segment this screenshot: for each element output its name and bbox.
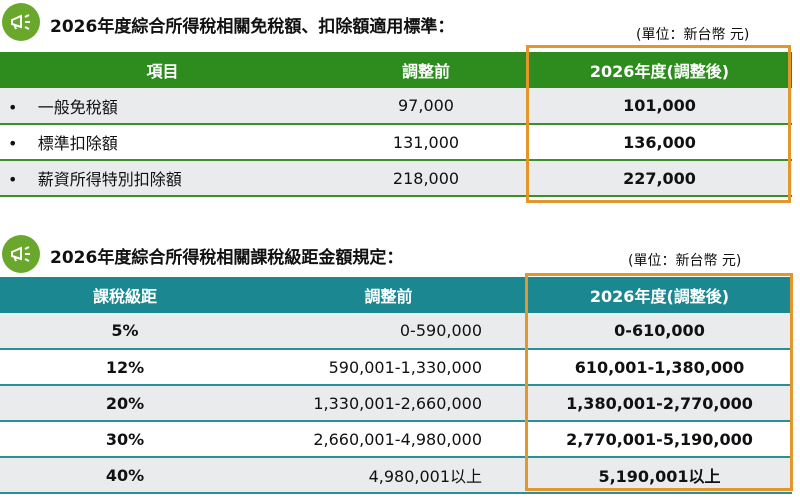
rate-value: 5% bbox=[0, 313, 250, 350]
table-row: 5% 0-590,000 0-610,000 bbox=[0, 313, 792, 350]
table-row: • 一般免稅額 97,000 101,000 bbox=[0, 88, 792, 125]
highlight-box bbox=[526, 45, 791, 203]
section1-unit: (單位：新台幣 元) bbox=[636, 27, 750, 43]
exemption-table: 項目 調整前 2026年度(調整後) • 一般免稅額 97,000 101,000 • … bbox=[0, 52, 792, 197]
before-value: 131,000 bbox=[325, 124, 527, 161]
header-after: 2026年度(調整後) bbox=[527, 52, 792, 88]
item-label: 薪資所得特別扣除額 bbox=[37, 170, 182, 189]
after-value: 136,000 bbox=[527, 124, 792, 161]
megaphone-icon bbox=[2, 3, 40, 41]
after-value: 227,000 bbox=[527, 160, 792, 197]
before-value: 2,660,001-4,980,000 bbox=[250, 421, 527, 458]
header-rate: 課稅級距 bbox=[0, 277, 250, 313]
item-label: 標準扣除額 bbox=[37, 134, 118, 153]
before-value: 97,000 bbox=[325, 88, 527, 125]
bracket-table: 課稅級距 調整前 2026年度(調整後) 5% 0-590,000 0-610,000 … bbox=[0, 277, 792, 494]
after-value: 1,380,001-2,770,000 bbox=[527, 385, 792, 422]
after-value: 5,190,001以上 bbox=[527, 457, 792, 494]
before-value: 1,330,001-2,660,000 bbox=[250, 385, 527, 422]
after-value: 610,001-1,380,000 bbox=[527, 349, 792, 386]
before-value: 0-590,000 bbox=[250, 313, 527, 350]
before-value: 218,000 bbox=[325, 160, 527, 197]
after-value: 0-610,000 bbox=[527, 313, 792, 350]
rate-value: 40% bbox=[0, 457, 250, 494]
section2-unit: (單位：新台幣 元) bbox=[628, 253, 742, 269]
rate-value: 12% bbox=[0, 349, 250, 386]
table-row: 40% 4,980,001以上 5,190,001以上 bbox=[0, 457, 792, 494]
section1-title: 2026年度綜合所得稅相關免稅額、扣除額適用標準： bbox=[50, 17, 455, 37]
after-value: 2,770,001-5,190,000 bbox=[527, 421, 792, 458]
table-row: • 薪資所得特別扣除額 218,000 227,000 bbox=[0, 160, 792, 197]
header-item: 項目 bbox=[0, 52, 325, 88]
header-before: 調整前 bbox=[250, 277, 527, 313]
before-value: 4,980,001以上 bbox=[250, 457, 527, 494]
highlight-box bbox=[525, 273, 793, 491]
rate-value: 30% bbox=[0, 421, 250, 458]
before-value: 590,001-1,330,000 bbox=[250, 349, 527, 386]
after-value: 101,000 bbox=[527, 88, 792, 125]
header-before: 調整前 bbox=[325, 52, 527, 88]
table-row: 30% 2,660,001-4,980,000 2,770,001-5,190,00… bbox=[0, 421, 792, 458]
item-label: 一般免稅額 bbox=[37, 97, 118, 117]
header-after: 2026年度(調整後) bbox=[527, 277, 792, 313]
megaphone-icon bbox=[2, 235, 40, 273]
rate-value: 20% bbox=[0, 385, 250, 422]
table-row: 20% 1,330,001-2,660,000 1,380,001-2,770,00… bbox=[0, 385, 792, 422]
table-row: 12% 590,001-1,330,000 610,001-1,380,000 bbox=[0, 349, 792, 386]
table-row: • 標準扣除額 131,000 136,000 bbox=[0, 124, 792, 161]
section2-title: 2026年度綜合所得稅相關課稅級距金額規定： bbox=[50, 248, 404, 268]
